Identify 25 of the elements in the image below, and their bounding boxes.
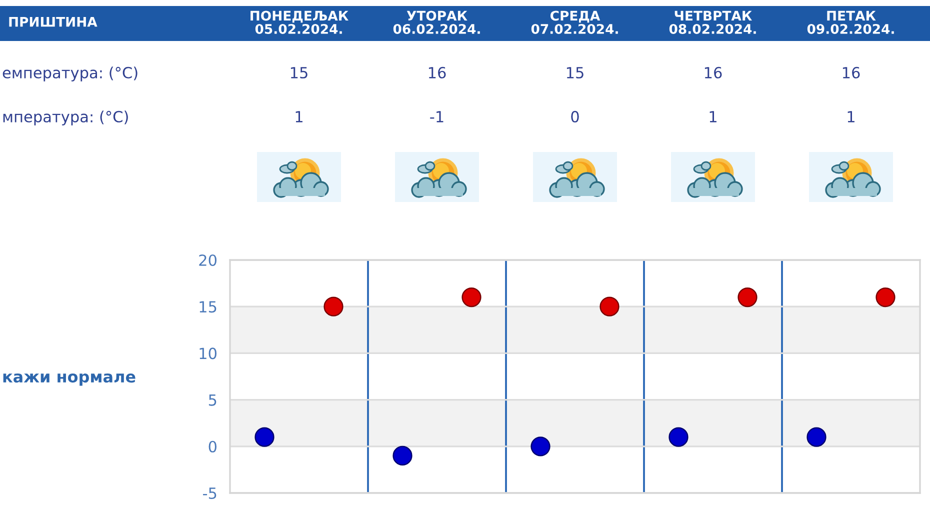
y-tick-label: 0 — [208, 440, 216, 452]
category-label: ЧЕТВРТАК 08.02.2024. — [669, 10, 756, 34]
category-label: УТОРАК 06.02.2024. — [393, 10, 480, 34]
category-label: СРЕДА 07.02.2024. — [531, 10, 618, 34]
category-label: мпература: (°C) — [3, 110, 128, 126]
text: 16 — [842, 66, 860, 78]
text: 0 — [571, 110, 579, 122]
y-tick-label: 5 — [208, 394, 216, 406]
y-tick-label: -5 — [203, 488, 216, 500]
y-tick-label: 15 — [200, 301, 216, 313]
text: 15 — [290, 67, 308, 78]
text: 1 — [848, 111, 854, 122]
y-tick-label: 10 — [200, 348, 216, 360]
y-tick-label: 20 — [199, 254, 216, 266]
text: 1 — [296, 111, 302, 122]
text: 16 — [704, 66, 722, 78]
text: ПРИШТИНА — [9, 17, 98, 27]
category-label: емпература: (°C) — [2, 66, 138, 82]
category-label: ПЕТАК 09.02.2024. — [807, 10, 894, 34]
text: -1 — [430, 111, 444, 122]
text: кажи нормале — [3, 373, 136, 386]
text: 16 — [428, 66, 446, 78]
text: 15 — [566, 67, 584, 78]
category-label: ПОНЕДЕЉАК 05.02.2024. — [250, 10, 348, 34]
text: 1 — [710, 111, 716, 122]
